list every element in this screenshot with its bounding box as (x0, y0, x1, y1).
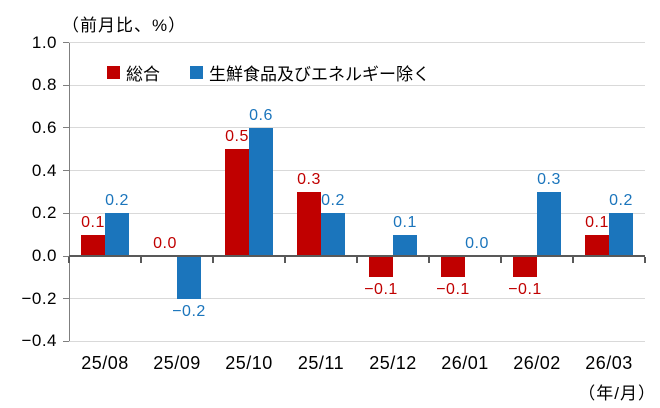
value-label: 0.1 (81, 213, 105, 231)
bar-core (609, 213, 633, 256)
value-label: 0.0 (465, 235, 489, 252)
x-axis-tick (68, 257, 70, 263)
y-tick-label: −0.2 (21, 288, 57, 308)
legend-label-total: 総合 (126, 64, 160, 84)
bar-total (225, 149, 249, 256)
legend-label-core: 生鮮食品及びエネルギー除く (209, 64, 430, 84)
legend-item-core: 生鮮食品及びエネルギー除く (190, 61, 430, 84)
bar-core (321, 213, 345, 256)
value-label: 0.6 (249, 106, 273, 124)
y-axis-tick (63, 42, 69, 43)
bar-core (537, 191, 561, 256)
value-label: 0.5 (225, 128, 249, 146)
bar-total (81, 234, 105, 256)
value-label: −0.1 (508, 281, 542, 299)
gridline (69, 127, 645, 129)
y-tick-label: 0.6 (31, 117, 57, 137)
bar-total (297, 191, 321, 256)
gridline (69, 298, 645, 300)
gridline (69, 84, 645, 86)
y-axis-tick (63, 212, 69, 214)
x-tick-label: 25/11 (297, 353, 345, 373)
y-tick-label: 0.2 (31, 203, 57, 223)
gridline (69, 42, 645, 43)
x-axis-tick (644, 257, 646, 263)
y-axis-tick (63, 170, 69, 172)
bar-core (177, 256, 201, 299)
x-axis-tick (356, 257, 358, 263)
x-tick-label: 26/01 (441, 353, 489, 373)
gridline (69, 340, 645, 342)
x-axis-tick (284, 257, 286, 263)
value-label: 0.3 (297, 170, 321, 188)
value-label: −0.1 (436, 281, 470, 299)
x-tick-label: 25/08 (81, 353, 129, 373)
legend-swatch-total-icon (107, 65, 120, 79)
bar-total (369, 256, 393, 278)
y-axis-tick (63, 340, 69, 342)
chart-title: （前月比、%） (62, 16, 187, 35)
bar-core (393, 234, 417, 256)
value-label: 0.1 (585, 213, 609, 231)
value-label: 0.1 (393, 213, 417, 231)
y-axis-line (69, 42, 70, 342)
x-axis-tick (500, 257, 502, 263)
y-tick-label: 0.8 (31, 75, 57, 95)
x-axis-tick (212, 257, 214, 263)
x-tick-label: 25/12 (369, 353, 417, 373)
value-label: 0.2 (105, 192, 129, 210)
y-axis-tick (63, 298, 69, 300)
y-tick-label: −0.4 (21, 331, 57, 351)
y-tick-label: 0.4 (31, 160, 57, 180)
value-label: 0.3 (537, 170, 561, 188)
x-tick-label: 25/10 (225, 353, 273, 373)
bar-total (441, 256, 465, 278)
y-tick-label: 1.0 (31, 32, 57, 52)
x-tick-label: 26/02 (513, 353, 561, 373)
x-axis-tick (572, 257, 574, 263)
x-axis-zero-line (69, 255, 645, 257)
bar-core (105, 213, 129, 256)
y-tick-label: 0.0 (31, 246, 57, 265)
y-axis-tick (63, 255, 69, 257)
bar-core (249, 127, 273, 256)
y-axis-tick (63, 127, 69, 129)
value-label: 0.0 (153, 235, 177, 252)
bar-total (513, 256, 537, 278)
legend-item-total: 総合 (107, 61, 160, 84)
legend-swatch-core-icon (190, 65, 203, 79)
value-label: −0.1 (364, 281, 398, 299)
value-label: 0.2 (609, 192, 633, 210)
x-axis-tick (428, 257, 430, 263)
y-axis-tick (63, 84, 69, 86)
x-axis-tick (140, 257, 142, 263)
x-axis-unit: （年/月） (578, 384, 656, 403)
gridline (69, 212, 645, 214)
value-label: 0.2 (321, 192, 345, 210)
x-tick-label: 26/03 (585, 353, 633, 373)
value-label: −0.2 (172, 302, 206, 320)
x-tick-label: 25/09 (153, 353, 201, 373)
gridline (69, 170, 645, 172)
bar-total (585, 234, 609, 256)
